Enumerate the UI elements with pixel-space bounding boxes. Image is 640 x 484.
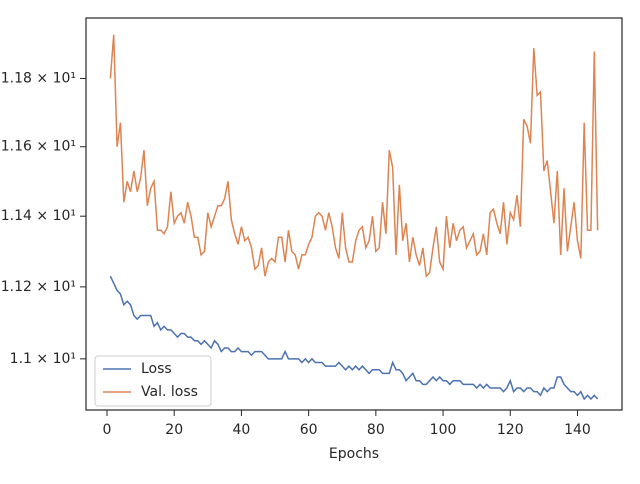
y-tick-label: 1.1 × 10¹ (10, 351, 76, 367)
x-axis-label: Epochs (329, 446, 379, 462)
y-tick-label: 1.14 × 10¹ (1, 208, 76, 224)
x-tick-label: 0 (103, 422, 112, 438)
x-tick-label: 40 (233, 422, 251, 438)
y-tick-label: 1.18 × 10¹ (1, 70, 76, 86)
line-series (109, 275, 599, 401)
line-series (109, 34, 599, 278)
x-tick-label: 60 (300, 422, 318, 438)
x-tick-label: 100 (430, 422, 457, 438)
y-tick-label: 1.16 × 10¹ (1, 139, 76, 155)
x-tick-label: 140 (564, 422, 591, 438)
legend-label: Loss (141, 361, 172, 377)
legend-label: Val. loss (141, 384, 198, 400)
x-tick-label: 120 (497, 422, 524, 438)
x-tick-label: 80 (367, 422, 385, 438)
x-tick-label: 20 (165, 422, 183, 438)
plot-frame (85, 17, 623, 411)
y-tick-label: 1.12 × 10¹ (1, 279, 76, 295)
